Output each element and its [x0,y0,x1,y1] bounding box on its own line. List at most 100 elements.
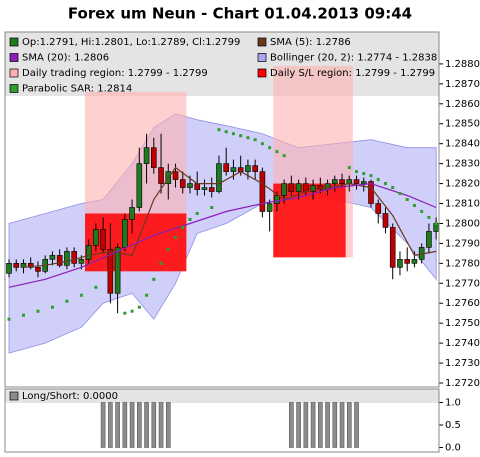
bar [158,402,164,448]
y-tick-label: 1.2770 [445,278,480,289]
y-tick-label: 1.2810 [445,199,480,210]
y-tick-label: 1.2860 [445,99,480,110]
sar-dot [412,204,416,208]
bar [310,402,316,448]
y-tick-label: 1.2880 [445,59,480,70]
sar-dot [369,174,373,178]
legend-swatch [9,53,19,62]
legend-swatch [9,37,19,47]
candle-body [114,247,121,294]
legend-swatch [257,68,267,78]
candle-body [93,229,99,246]
sar-dot [231,132,235,136]
sar-dot [181,225,185,229]
sar-dot [434,221,438,225]
candle-body [129,207,135,220]
bar [137,402,142,448]
candle-body [136,163,143,208]
candle-body [411,259,418,264]
candle-body [339,179,345,184]
candle-body [20,263,27,268]
candle-body [208,187,215,192]
candle-body [303,183,309,192]
sar-dot [376,178,380,182]
legend-swatch [257,37,267,47]
sar-dot [224,130,228,134]
y-tick-label: 1.2870 [445,79,480,90]
y-tick-label: 1.2820 [445,179,480,190]
sar-dot [137,305,141,309]
bar [289,402,294,448]
sar-dot [210,206,214,210]
candle-body [404,259,411,264]
region [273,183,346,258]
candle-body [64,251,70,266]
bar [296,402,301,448]
indicator-line [8,182,437,288]
y-tick-label: 0.0 [445,443,461,454]
bar [354,402,359,448]
candle-body [426,231,432,248]
sar-dot [246,136,250,140]
bar [129,402,135,448]
candle-body [201,187,208,190]
bar [144,402,149,448]
candle-body [158,167,164,184]
bar [108,402,113,448]
sar-dot [239,134,243,138]
sar-dot [65,299,69,303]
y-tick-label: 1.2750 [445,318,480,329]
sar-dot [188,217,192,221]
legend-band [5,32,439,96]
y-tick-label: 1.2730 [445,358,480,369]
candle-body [266,203,273,212]
bar [303,402,309,448]
candle-body [360,181,367,184]
candle-body [78,259,85,264]
sar-dot [253,138,257,142]
sar-dot [405,198,409,202]
legend-label: Op:1.2791, Hi:1.2801, Lo:1.2789, Cl:1.27… [22,37,240,48]
sar-dot [195,211,199,215]
y-tick-label: 1.2720 [445,378,480,389]
y-tick-label: 1.2850 [445,119,480,130]
y-tick-label: 1.2800 [445,218,480,229]
candle-body [6,263,12,274]
legend-label: Long/Short: 0.0000 [22,391,118,402]
candle-body [375,203,382,214]
legend-label: SMA (5): 1.2786 [270,37,351,48]
candle-body [35,267,41,272]
sar-dot [50,305,54,309]
legend-swatch [9,84,19,93]
legend-swatch [257,53,267,62]
candle-body [56,255,63,266]
candle-body [71,251,77,264]
bar [115,402,120,448]
candle-body [389,227,396,268]
y-tick-label: 1.2830 [445,159,480,170]
sar-dot [159,261,163,265]
bar [346,402,352,448]
sar-dot [130,309,134,313]
candle-body [49,255,56,260]
y-tick-label: 1.2840 [445,139,480,150]
sar-dot [7,317,11,321]
candle-body [331,179,338,184]
sar-dot [217,128,221,132]
legend-label: Parabolic SAR: 1.2814 [22,84,132,95]
sar-dot [275,150,279,154]
candle-body [85,245,92,260]
chart-title: Forex um Neun - Chart 01.04.2013 09:44 [68,5,412,23]
sar-dot [166,247,170,251]
candle-body [288,183,295,192]
candle-body [151,147,157,168]
candle-body [143,147,150,164]
plot-border [4,388,440,453]
sar-dot [362,172,366,176]
legend-label: Daily trading region: 1.2799 - 1.2799 [22,68,208,79]
legend-label: Bollinger (20, 2): 1.2774 - 1.2838 [270,53,437,64]
candle-body [310,185,316,192]
region [85,213,187,272]
